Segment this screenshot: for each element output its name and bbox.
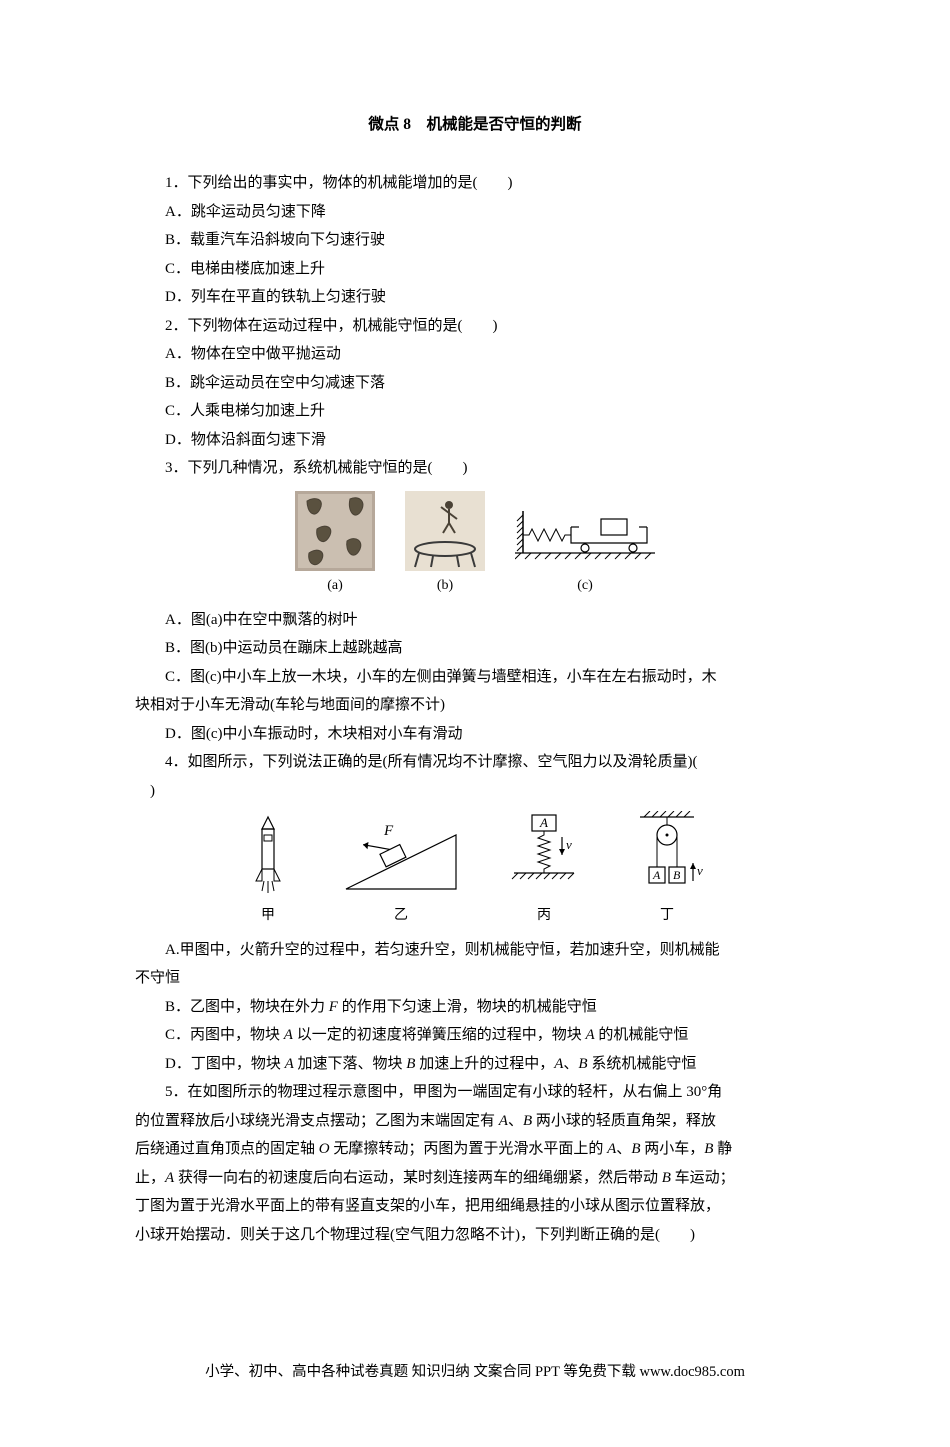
q4-opt-b: B．乙图中，物块在外力 F 的作用下匀速上滑，物块的机械能守恒: [135, 993, 815, 1022]
q3-fig-b: (b): [405, 491, 485, 600]
q2-opt-b: B．跳伞运动员在空中匀减速下落: [135, 369, 815, 398]
q3-stem: 3．下列几种情况，系统机械能守恒的是( ): [135, 454, 815, 483]
q2-opt-c: C．人乘电梯匀加速上升: [135, 397, 815, 426]
v1-label: v: [566, 837, 572, 852]
q3-fig-a-label: (a): [295, 573, 375, 600]
q1-stem: 1．下列给出的事实中，物体的机械能增加的是( ): [135, 169, 815, 198]
q5-l3: 后绕通过直角顶点的固定轴 O 无摩擦转动；丙图为置于光滑水平面上的 A、B 两小…: [135, 1135, 815, 1164]
q2-stem: 2．下列物体在运动过程中，机械能守恒的是( ): [135, 312, 815, 341]
footer: 小学、初中、高中各种试卷真题 知识归纳 文案合同 PPT 等免费下载 www.d…: [135, 1359, 815, 1387]
block-a-label: A: [539, 815, 548, 830]
q4-stem-line1: 4．如图所示，下列说法正确的是(所有情况均不计摩擦、空气阻力以及滑轮质量)(: [135, 748, 815, 777]
q4-fig-yi-label: 乙: [336, 903, 466, 930]
q3-fig-a: (a): [295, 491, 375, 600]
q5-l2: 的位置释放后小球绕光滑支点摆动；乙图为末端固定有 A、B 两小球的轻质直角架，释…: [135, 1107, 815, 1136]
trampoline-figure: [405, 491, 485, 571]
q3-fig-c-label: (c): [515, 573, 655, 600]
spring-vert-figure: A v: [504, 811, 584, 901]
q1-opt-a: A．跳伞运动员匀速下降: [135, 198, 815, 227]
q4-fig-jia: 甲: [238, 811, 298, 930]
q3-opt-c-line1: C．图(c)中小车上放一木块，小车的左侧由弹簧与墙壁相连，小车在左右振动时，木: [135, 663, 815, 692]
page: 微点 8 机械能是否守恒的判断 1．下列给出的事实中，物体的机械能增加的是( )…: [0, 0, 950, 1447]
q4-opt-a-line1: A.甲图中，火箭升空的过程中，若匀速升空，则机械能守恒，若加速升空，则机械能: [135, 936, 815, 965]
q5-l1: 5．在如图所示的物理过程示意图中，甲图为一端固定有小球的轻杆，从右偏上 30°角: [135, 1078, 815, 1107]
q4-stem-line2: ): [135, 777, 815, 806]
q3-fig-c: (c): [515, 491, 655, 600]
q4-fig-ding-label: 丁: [622, 903, 712, 930]
spring-cart-figure: [515, 491, 655, 571]
q1-opt-d: D．列车在平直的铁轨上匀速行驶: [135, 283, 815, 312]
leaf-figure: [295, 491, 375, 571]
q3-figure-row: (a) (b): [135, 491, 815, 600]
q4-fig-jia-label: 甲: [238, 903, 298, 930]
v2-label: v: [697, 863, 703, 878]
pulley-figure: A B v: [622, 811, 712, 901]
q4-fig-ding: A B v 丁: [622, 811, 712, 930]
q4-fig-yi: F 乙: [336, 811, 466, 930]
incline-figure: F: [336, 811, 466, 901]
q3-opt-c-line2: 块相对于小车无滑动(车轮与地面间的摩擦不计): [135, 691, 815, 720]
q4-opt-c: C．丙图中，物块 A 以一定的初速度将弹簧压缩的过程中，物块 A 的机械能守恒: [135, 1021, 815, 1050]
q5-l6: 小球开始摆动．则关于这几个物理过程(空气阻力忽略不计)，下列判断正确的是( ): [135, 1221, 815, 1250]
q3-fig-b-label: (b): [405, 573, 485, 600]
title: 微点 8 机械能是否守恒的判断: [135, 110, 815, 139]
q4-fig-bing-label: 丙: [504, 903, 584, 930]
block-a2-label: A: [652, 868, 661, 882]
q4-figure-row: 甲 F 乙 A: [135, 811, 815, 930]
q5-l5: 丁图为置于光滑水平面上的带有竖直支架的小车，把用细绳悬挂的小球从图示位置释放，: [135, 1192, 815, 1221]
q4-opt-d: D．丁图中，物块 A 加速下落、物块 B 加速上升的过程中，A、B 系统机械能守…: [135, 1050, 815, 1079]
q3-opt-d: D．图(c)中小车振动时，木块相对小车有滑动: [135, 720, 815, 749]
q3-opt-b: B．图(b)中运动员在蹦床上越跳越高: [135, 634, 815, 663]
q5-l4: 止，A 获得一向右的初速度后向右运动，某时刻连接两车的细绳绷紧，然后带动 B 车…: [135, 1164, 815, 1193]
q4-fig-bing: A v 丙: [504, 811, 584, 930]
q2-opt-d: D．物体沿斜面匀速下滑: [135, 426, 815, 455]
rocket-figure: [238, 811, 298, 901]
q1-opt-c: C．电梯由楼底加速上升: [135, 255, 815, 284]
force-label: F: [383, 823, 394, 839]
q3-opt-a: A．图(a)中在空中飘落的树叶: [135, 606, 815, 635]
q1-opt-b: B．载重汽车沿斜坡向下匀速行驶: [135, 226, 815, 255]
block-b-label: B: [673, 868, 681, 882]
q2-opt-a: A．物体在空中做平抛运动: [135, 340, 815, 369]
q4-opt-a-line2: 不守恒: [135, 964, 815, 993]
